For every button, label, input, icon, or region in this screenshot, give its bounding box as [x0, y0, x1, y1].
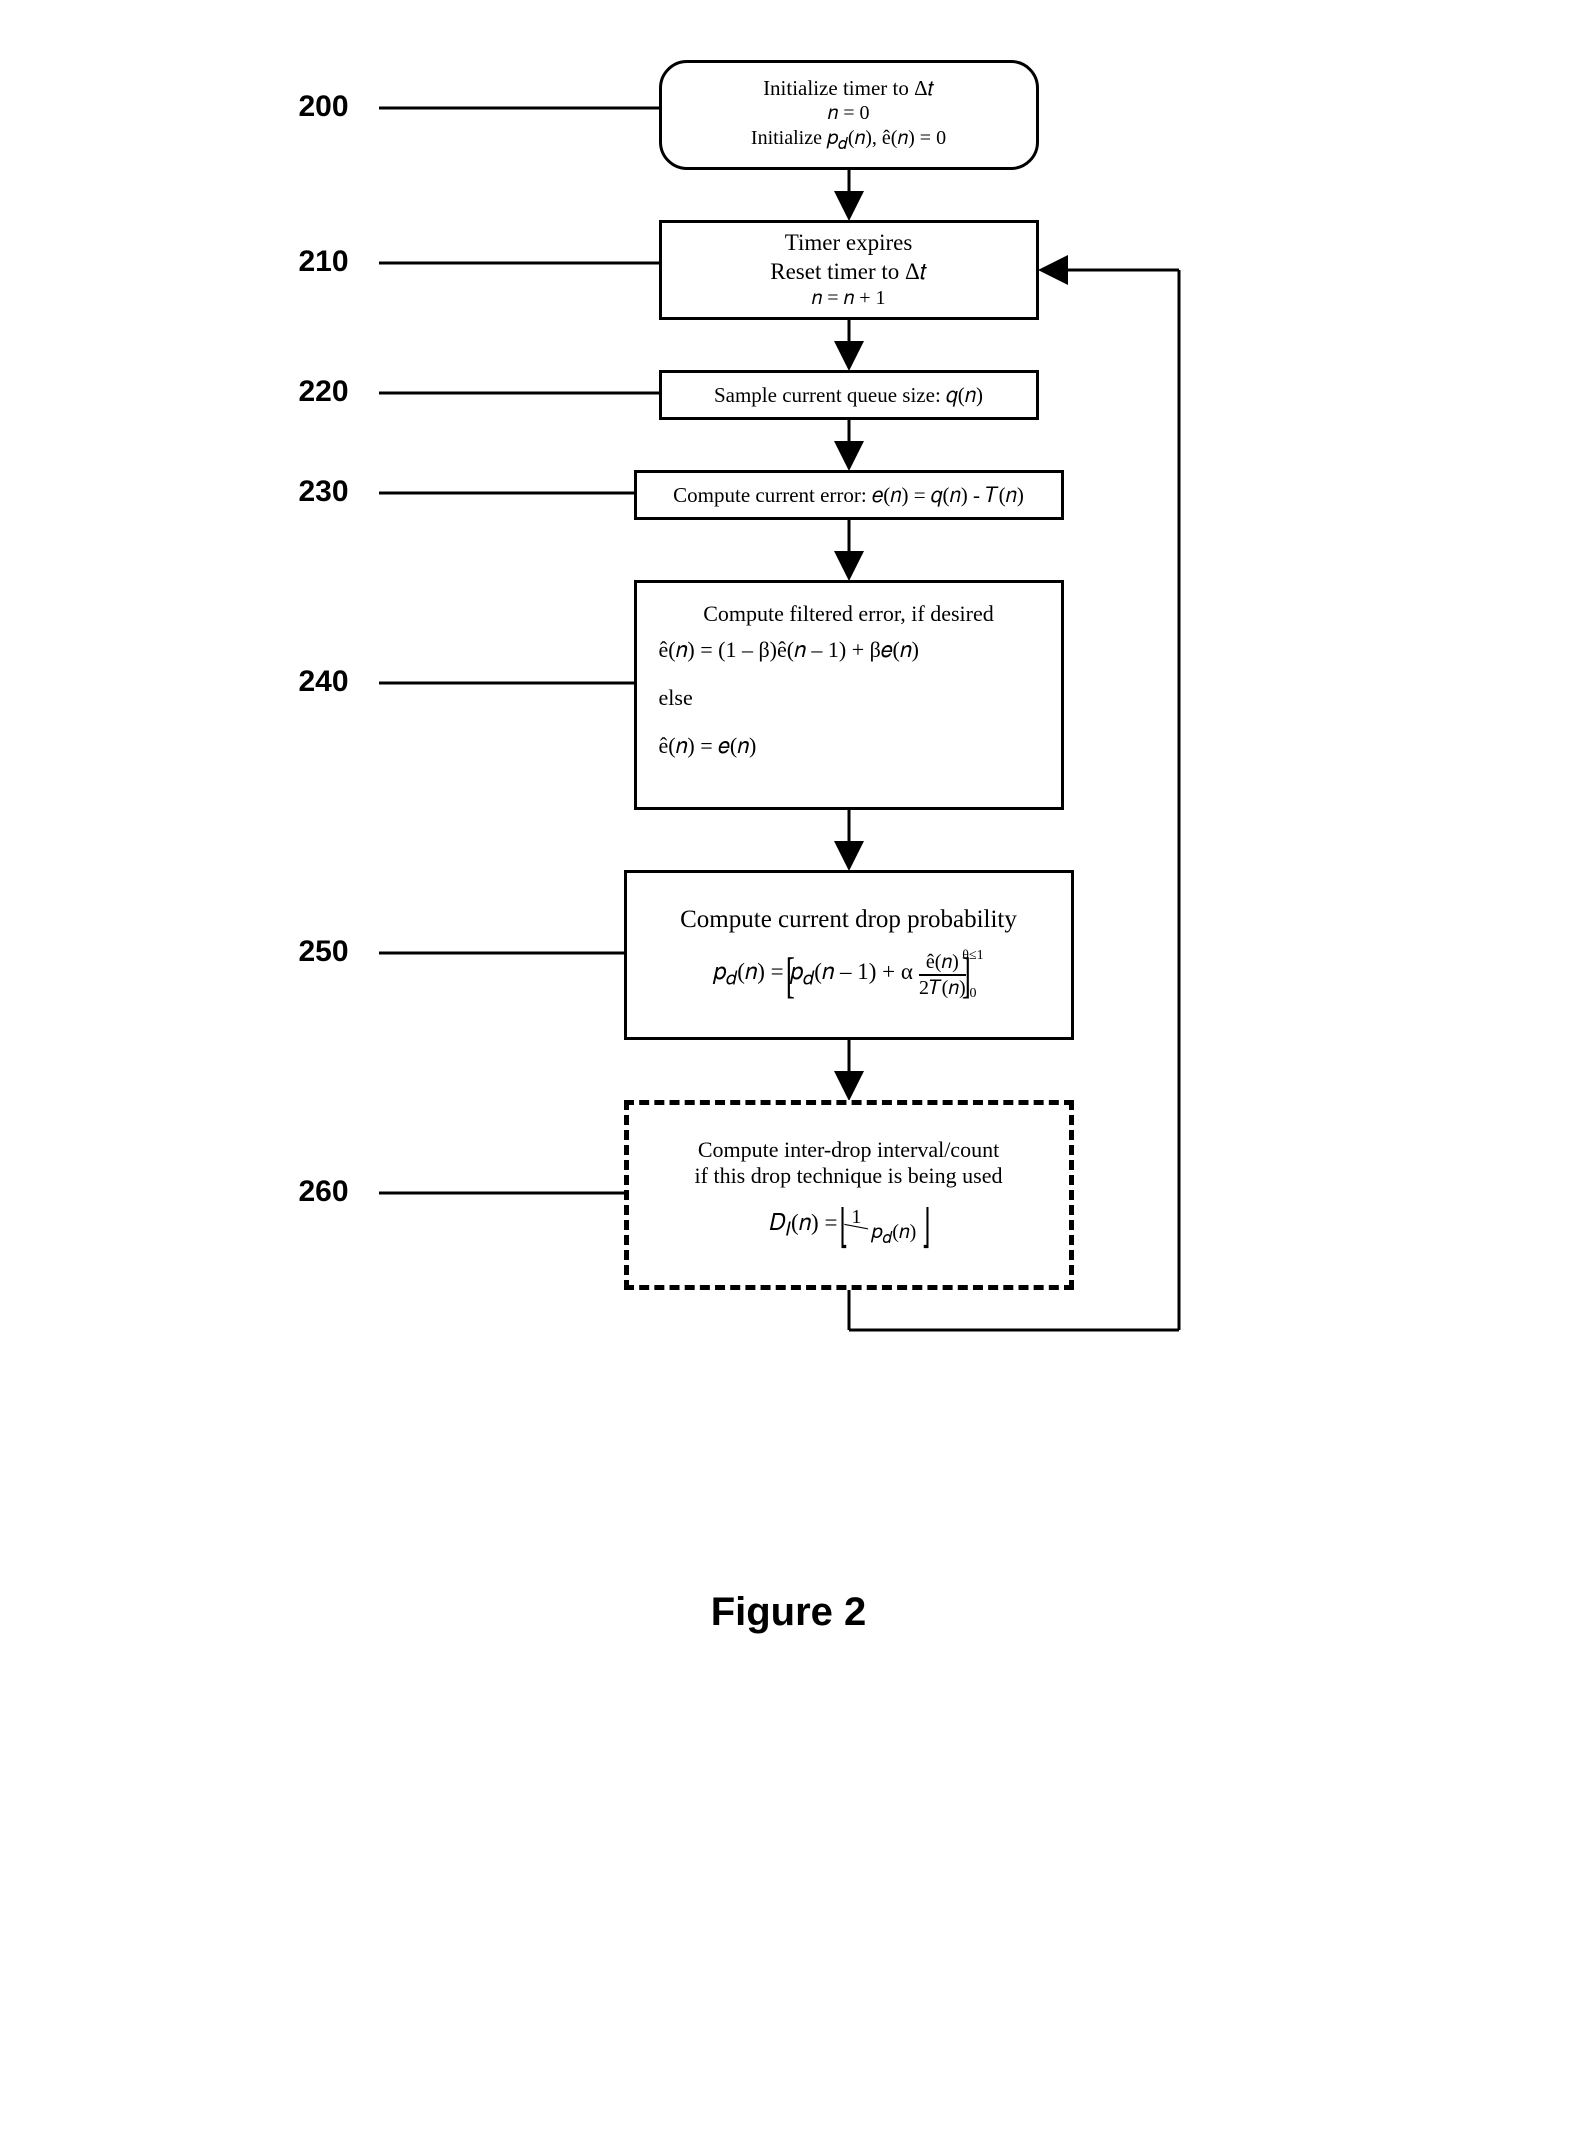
b200-line2: 𝑛 = 0 [827, 101, 869, 126]
b240-line4: ê(𝑛) = 𝑒(𝑛) [659, 733, 757, 759]
label-210: 210 [299, 245, 349, 279]
b210-line2: Reset timer to Δ𝑡 [770, 258, 927, 287]
label-220: 220 [299, 375, 349, 409]
b210-line1: Timer expires [785, 229, 913, 258]
flowchart-container: Initialize timer to Δ𝑡 𝑛 = 0 Initialize … [239, 40, 1339, 1560]
b240-line2: ê(𝑛) = (1 – β)ê(𝑛 – 1) + β𝑒(𝑛) [659, 637, 920, 663]
label-250: 250 [299, 935, 349, 969]
label-260: 260 [299, 1175, 349, 1209]
b210-line3: 𝑛 = 𝑛 + 1 [811, 286, 885, 311]
b230-line1: Compute current error: 𝑒(𝑛) = 𝑞(𝑛) - 𝑇(𝑛… [673, 482, 1024, 508]
figure-title: Figure 2 [40, 1590, 1537, 1635]
b220-line1: Sample current queue size: 𝑞(𝑛) [714, 382, 983, 408]
b200-line3: Initialize 𝑝𝑑(𝑛), ê(𝑛) = 0 [751, 126, 946, 155]
label-240: 240 [299, 665, 349, 699]
node-230-error: Compute current error: 𝑒(𝑛) = 𝑞(𝑛) - 𝑇(𝑛… [634, 470, 1064, 520]
b260-line2: if this drop technique is being used [695, 1163, 1003, 1189]
b260-formula: 𝐷𝐼(𝑛) = ⌊ 1 ⁄ 𝑝𝑑(𝑛) ⌋ [770, 1199, 928, 1253]
b260-line1: Compute inter-drop interval/count [698, 1137, 999, 1163]
b200-line1: Initialize timer to Δ𝑡 [763, 75, 934, 101]
label-230: 230 [299, 475, 349, 509]
label-200: 200 [299, 90, 349, 124]
b250-line1: Compute current drop probability [680, 906, 1017, 934]
b240-line3: else [659, 685, 693, 711]
node-210-timer: Timer expires Reset timer to Δ𝑡 𝑛 = 𝑛 + … [659, 220, 1039, 320]
node-240-filtered: Compute filtered error, if desired ê(𝑛) … [634, 580, 1064, 810]
node-250-drop-prob: Compute current drop probability 𝑝𝑑(𝑛) =… [624, 870, 1074, 1040]
node-200-initialize: Initialize timer to Δ𝑡 𝑛 = 0 Initialize … [659, 60, 1039, 170]
b250-formula: 𝑝𝑑(𝑛) = [ 𝑝𝑑(𝑛 – 1) + α ê(𝑛) 2𝑇(𝑛) ] θ≤1… [713, 946, 983, 1004]
node-220-sample: Sample current queue size: 𝑞(𝑛) [659, 370, 1039, 420]
b240-line1: Compute filtered error, if desired [659, 601, 1039, 627]
node-260-interdrop: Compute inter-drop interval/count if thi… [624, 1100, 1074, 1290]
